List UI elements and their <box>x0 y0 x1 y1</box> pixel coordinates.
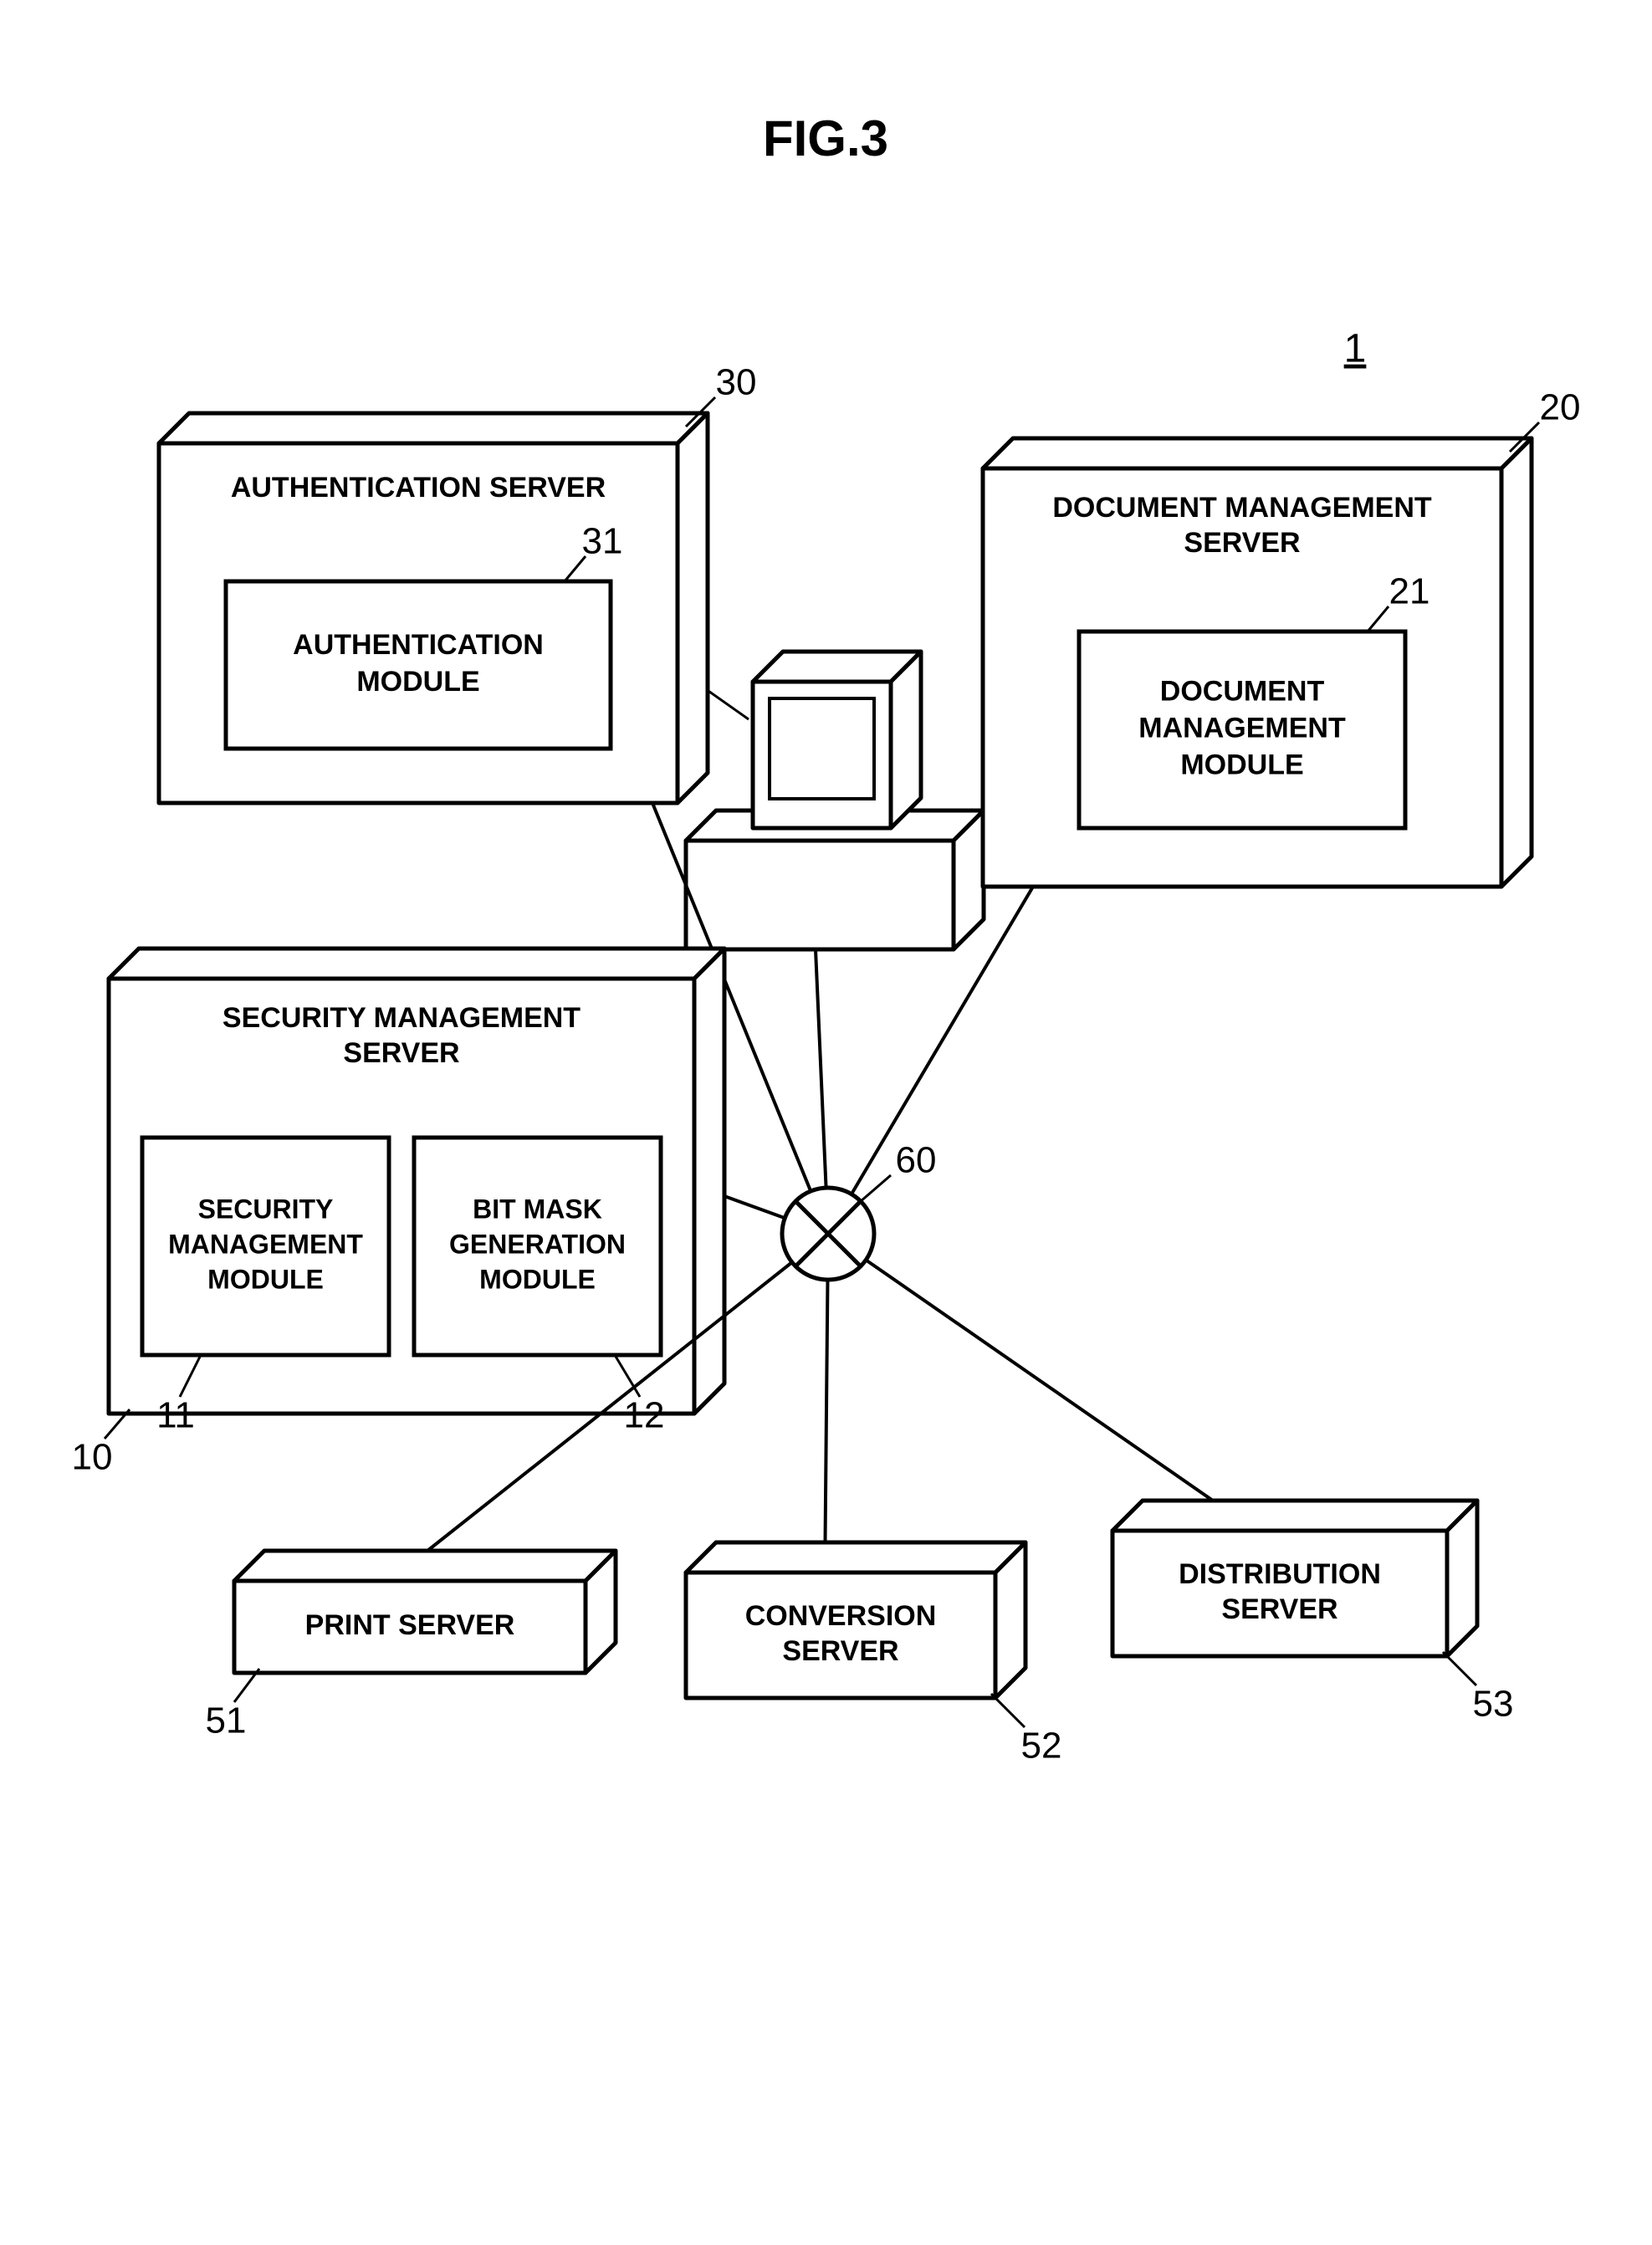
auth-server-title: AUTHENTICATION SERVER <box>231 472 606 504</box>
conversion-server-ref: 52 <box>1021 1726 1062 1767</box>
auth-module-title: AUTHENTICATION <box>293 629 544 661</box>
figure-title: FIG.3 <box>763 110 888 166</box>
distribution-server-title: DISTRIBUTION <box>1179 1558 1381 1590</box>
distribution-server: DISTRIBUTIONSERVER <box>1112 1501 1477 1656</box>
distribution-server-title: SERVER <box>1221 1593 1337 1625</box>
auth-module-ref: 31 <box>582 521 623 562</box>
doc-server-ref: 20 <box>1540 387 1581 428</box>
sec-module-b-title: BIT MASK <box>473 1194 602 1224</box>
terminal <box>686 652 984 949</box>
doc-module-title: MANAGEMENT <box>1138 712 1346 744</box>
sec-module-b-title: GENERATION <box>449 1229 626 1259</box>
sec-module-a-title: SECURITY <box>198 1194 334 1224</box>
distribution-server-ref: 53 <box>1473 1684 1514 1725</box>
doc-module-title: MODULE <box>1180 749 1303 780</box>
hub-ref: 60 <box>896 1140 937 1181</box>
sec-server-title: SECURITY MANAGEMENT <box>222 1002 581 1034</box>
conversion-server-title: SERVER <box>782 1635 898 1667</box>
sec-module-a-title: MANAGEMENT <box>168 1229 363 1259</box>
conversion-server: CONVERSIONSERVER <box>686 1542 1025 1698</box>
sec-module-b-title: MODULE <box>479 1264 596 1294</box>
security-management-server: SECURITY MANAGEMENTSERVER SECURITY MANAGEM… <box>109 949 724 1414</box>
sec-module-a-ref: 11 <box>156 1395 195 1436</box>
sec-server-title: SERVER <box>343 1037 459 1069</box>
doc-server-title: DOCUMENT MANAGEMENT <box>1052 492 1432 524</box>
conversion-server-title: CONVERSION <box>745 1600 937 1632</box>
auth-module-title: MODULE <box>356 666 479 698</box>
print-server: PRINT SERVER <box>234 1551 616 1673</box>
sec-server-ref: 10 <box>72 1437 113 1478</box>
authentication-server: AUTHENTICATION SERVER AUTHENTICATION MODUL… <box>159 413 708 803</box>
system-label: 1 <box>1344 327 1367 371</box>
auth-server-ref: 30 <box>716 362 757 403</box>
doc-module-ref: 21 <box>1389 571 1430 612</box>
print-server-ref: 51 <box>206 1700 247 1741</box>
print-server-title: PRINT SERVER <box>305 1609 515 1641</box>
doc-module-title: DOCUMENT <box>1160 675 1325 707</box>
sec-module-b-ref: 12 <box>624 1395 665 1436</box>
document-management-server: DOCUMENT MANAGEMENTSERVER DOCUMENT MANAGEM… <box>983 438 1532 887</box>
doc-server-title: SERVER <box>1184 527 1300 559</box>
sec-module-a-title: MODULE <box>207 1264 324 1294</box>
